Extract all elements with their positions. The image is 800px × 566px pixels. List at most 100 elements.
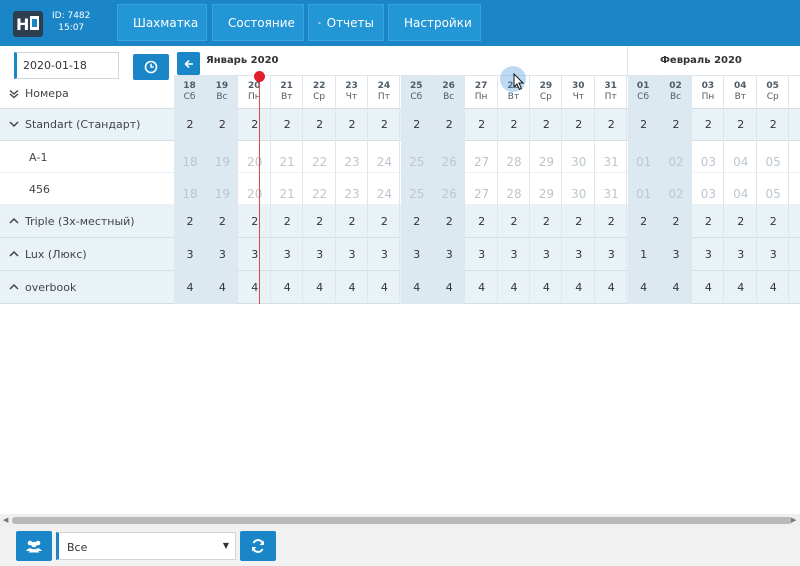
room-day-cell[interactable]: 19 <box>214 187 231 201</box>
day-header[interactable]: 30 Чт <box>563 76 594 108</box>
day-header[interactable]: 27 Пн <box>466 76 497 108</box>
room-day-cell[interactable]: 25 <box>409 187 425 201</box>
day-header[interactable]: 03 Пн <box>692 76 723 108</box>
room-day-cell[interactable]: 21 <box>279 187 295 201</box>
room-label[interactable]: А-1 <box>29 141 48 173</box>
availability-cell[interactable]: 2 <box>251 215 259 228</box>
availability-cell[interactable]: 2 <box>704 215 712 228</box>
availability-cell[interactable]: 2 <box>640 118 648 131</box>
day-header[interactable]: 21 Вт <box>271 76 302 108</box>
room-day-cell[interactable]: 04 <box>733 187 749 201</box>
availability-cell[interactable]: 2 <box>380 118 388 131</box>
availability-cell[interactable]: 3 <box>575 248 583 261</box>
availability-cell[interactable]: 2 <box>769 118 777 131</box>
availability-cell[interactable]: 3 <box>186 248 194 261</box>
availability-cell[interactable]: 3 <box>348 248 356 261</box>
room-day-cell[interactable]: 05 <box>765 155 781 169</box>
availability-cell[interactable]: 3 <box>445 248 453 261</box>
availability-cell[interactable]: 4 <box>672 281 680 294</box>
availability-cell[interactable]: 2 <box>510 215 518 228</box>
room-day-cell[interactable]: 30 <box>571 155 587 169</box>
availability-cell[interactable]: 4 <box>575 281 583 294</box>
room-label[interactable]: 456 <box>29 173 50 205</box>
availability-cell[interactable]: 4 <box>186 281 194 294</box>
availability-cell[interactable]: 2 <box>510 118 518 131</box>
availability-cell[interactable]: 2 <box>316 118 324 131</box>
day-header[interactable]: 18 Сб <box>174 76 205 108</box>
day-header[interactable]: 02 Вс <box>660 76 691 108</box>
room-day-cell[interactable]: 03 <box>700 187 717 201</box>
availability-cell[interactable]: 3 <box>510 248 518 261</box>
availability-cell[interactable]: 2 <box>413 118 421 131</box>
availability-cell[interactable]: 2 <box>769 215 777 228</box>
room-day-cell[interactable]: 21 <box>279 155 295 169</box>
room-day-cell[interactable]: 29 <box>538 187 555 201</box>
availability-cell[interactable]: 3 <box>380 248 388 261</box>
availability-cell[interactable]: 4 <box>478 281 486 294</box>
availability-cell[interactable]: 2 <box>348 215 356 228</box>
availability-cell[interactable]: 4 <box>445 281 453 294</box>
availability-cell[interactable]: 3 <box>478 248 486 261</box>
room-day-cell[interactable]: 22 <box>311 187 328 201</box>
day-header[interactable]: 01 Сб <box>628 76 659 108</box>
availability-cell[interactable]: 3 <box>542 248 550 261</box>
availability-cell[interactable]: 4 <box>704 281 712 294</box>
category-label[interactable]: Lux (Люкс) <box>9 238 87 270</box>
availability-cell[interactable]: 2 <box>542 118 550 131</box>
availability-cell[interactable]: 2 <box>607 118 615 131</box>
nav-chess-button[interactable]: Шахматка <box>117 4 207 41</box>
availability-cell[interactable]: 3 <box>283 248 291 261</box>
day-header[interactable]: 22 Ср <box>304 76 335 108</box>
scroll-left-icon[interactable]: ◀ <box>3 516 9 524</box>
availability-cell[interactable]: 1 <box>640 248 648 261</box>
chevron-up-icon[interactable] <box>9 216 19 226</box>
availability-cell[interactable]: 2 <box>218 215 226 228</box>
room-day-cell[interactable]: 31 <box>603 187 619 201</box>
availability-cell[interactable]: 4 <box>737 281 745 294</box>
availability-cell[interactable]: 2 <box>672 215 680 228</box>
availability-cell[interactable]: 2 <box>380 215 388 228</box>
availability-cell[interactable]: 2 <box>640 215 648 228</box>
room-day-cell[interactable]: 28 <box>506 155 522 169</box>
availability-cell[interactable]: 3 <box>672 248 680 261</box>
room-day-cell[interactable]: 25 <box>409 155 425 169</box>
availability-cell[interactable]: 2 <box>704 118 712 131</box>
availability-cell[interactable]: 2 <box>478 118 486 131</box>
day-header[interactable]: 24 Пт <box>368 76 399 108</box>
room-day-cell[interactable]: 23 <box>344 155 360 169</box>
availability-cell[interactable]: 4 <box>542 281 550 294</box>
room-day-cell[interactable]: 23 <box>344 187 360 201</box>
availability-cell[interactable]: 4 <box>380 281 388 294</box>
nav-reports-button[interactable]: Отчеты <box>308 4 384 41</box>
availability-cell[interactable]: 2 <box>607 215 615 228</box>
room-day-cell[interactable]: 01 <box>635 155 652 169</box>
room-day-cell[interactable]: 26 <box>441 187 457 201</box>
availability-cell[interactable]: 4 <box>640 281 648 294</box>
guests-button[interactable] <box>16 531 52 561</box>
room-day-cell[interactable]: 26 <box>441 155 457 169</box>
room-day-cell[interactable]: 29 <box>538 155 555 169</box>
availability-cell[interactable]: 4 <box>218 281 226 294</box>
availability-cell[interactable]: 3 <box>769 248 777 261</box>
chevron-up-icon[interactable] <box>9 282 19 292</box>
prev-period-button[interactable] <box>177 52 200 75</box>
room-day-cell[interactable]: 24 <box>376 155 393 169</box>
availability-cell[interactable]: 4 <box>251 281 259 294</box>
scrollbar-thumb[interactable] <box>12 517 792 524</box>
rooms-header[interactable]: Номера <box>9 87 69 100</box>
room-day-cell[interactable]: 28 <box>506 187 522 201</box>
day-header[interactable]: 23 Чт <box>336 76 367 108</box>
availability-cell[interactable]: 2 <box>737 118 745 131</box>
availability-cell[interactable]: 2 <box>575 118 583 131</box>
availability-cell[interactable]: 4 <box>348 281 356 294</box>
category-label[interactable]: overbook <box>9 271 76 303</box>
availability-cell[interactable]: 2 <box>445 118 453 131</box>
availability-cell[interactable]: 2 <box>575 215 583 228</box>
room-day-cell[interactable]: 05 <box>765 187 781 201</box>
room-day-cell[interactable]: 31 <box>603 155 619 169</box>
availability-cell[interactable]: 2 <box>672 118 680 131</box>
room-day-cell[interactable]: 19 <box>214 155 231 169</box>
availability-cell[interactable]: 2 <box>186 215 194 228</box>
availability-cell[interactable]: 4 <box>413 281 421 294</box>
room-day-cell[interactable]: 22 <box>311 155 328 169</box>
